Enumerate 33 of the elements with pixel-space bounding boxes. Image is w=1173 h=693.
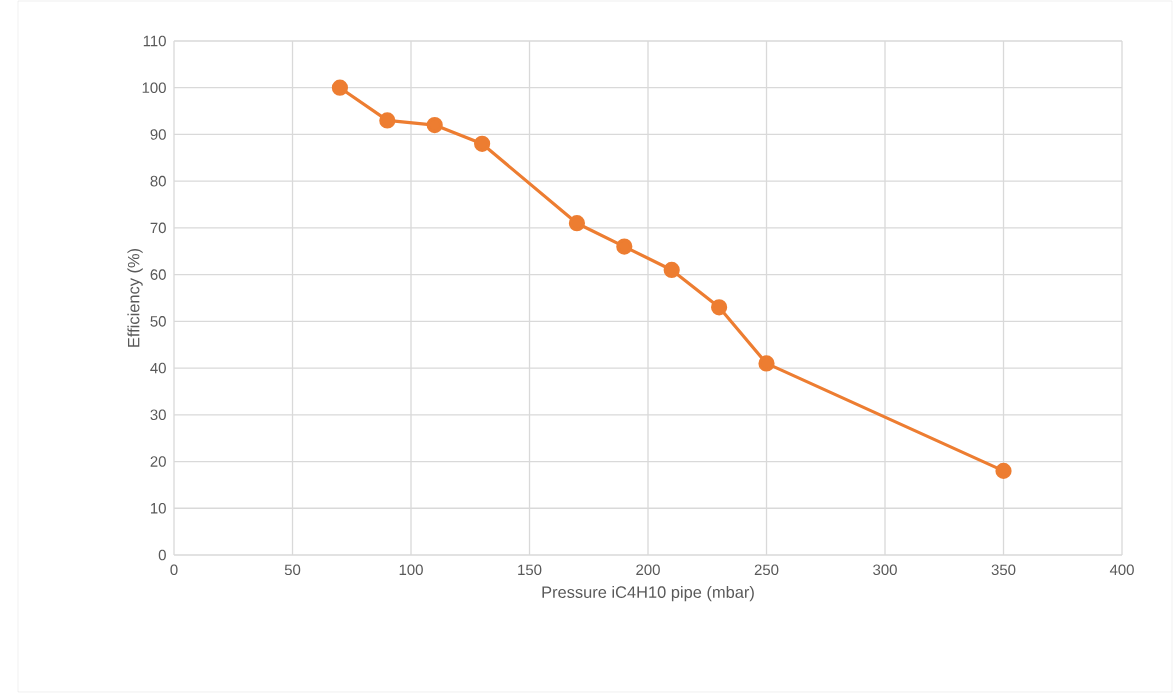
y-tick-label: 40 [150,362,166,374]
y-axis-title: Efficiency (%) [127,248,143,347]
y-tick-label: 110 [143,35,166,47]
point [995,462,1012,479]
point [568,215,586,232]
x-tick-label: 150 [518,564,542,576]
y-tick-label: 20 [150,456,166,467]
point [474,135,491,152]
x-axis-title: Pressure iC4H10 pipe (mbar) [542,585,754,602]
y-tick-label: 10 [151,502,166,514]
point [426,116,443,134]
y-tick-label: 30 [150,409,166,421]
x-tick-label: 300 [873,564,897,576]
x-tick-label: 100 [399,564,423,576]
point [616,238,633,255]
y-tick-label: 80 [150,175,166,187]
y-tick-label: 50 [150,316,166,327]
x-tick-label: 250 [754,564,779,576]
y-tick-label: 90 [150,129,166,140]
x-tick-label: 50 [284,564,301,576]
y-tick-label: 70 [150,222,166,234]
x-tick-label: 0 [170,564,178,576]
x-tick-label: 200 [636,564,660,576]
y-tick-label: 0 [158,549,166,561]
point [331,79,349,96]
y-tick-label: 100 [142,82,166,93]
point [663,261,680,279]
x-tick-label: 350 [991,564,1016,576]
point [758,355,775,372]
y-tick-label: 60 [150,269,166,280]
x-tick-label: 400 [1109,564,1134,576]
point [379,112,396,129]
point [711,299,728,316]
